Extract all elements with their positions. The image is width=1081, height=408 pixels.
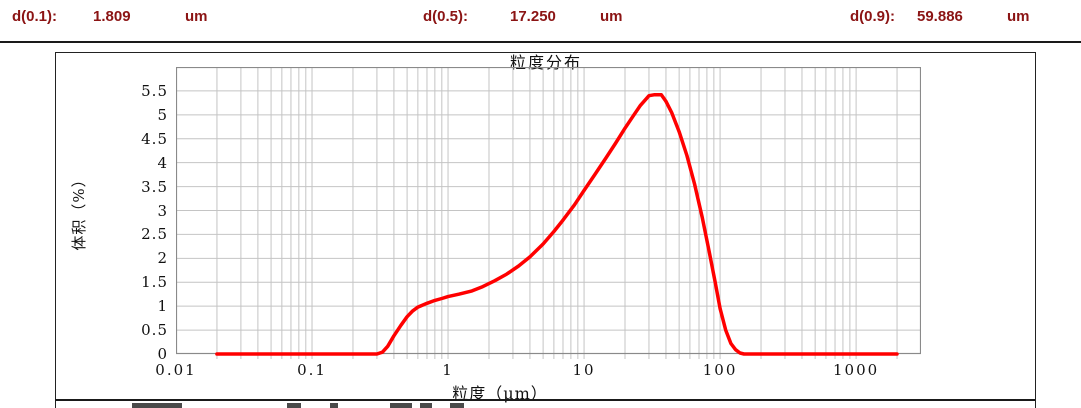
clipped-text-fragment (132, 403, 182, 408)
y-tick-label: 5 (157, 105, 168, 124)
y-tick-label: 4.5 (141, 129, 168, 148)
table-divider (55, 399, 1035, 401)
y-tick-label: 3.5 (141, 177, 168, 196)
d50-unit: um (600, 8, 623, 25)
d10-label: d(0.1): (12, 8, 57, 25)
clipped-text-fragment (450, 403, 464, 408)
x-tick-label: 100 (702, 361, 738, 379)
y-tick-label: 2 (157, 249, 168, 268)
y-tick-label: 1.5 (141, 273, 168, 292)
y-tick-label: 0.5 (141, 321, 168, 340)
header-divider (0, 41, 1081, 43)
chart-frame (55, 52, 1036, 408)
y-tick-label: 1 (157, 297, 168, 316)
y-tick-label: 2.5 (141, 225, 168, 244)
x-tick-label: 0.1 (297, 361, 327, 379)
y-tick-label: 3 (157, 201, 168, 220)
x-tick-label: 10 (572, 361, 596, 379)
x-tick-label: 0.01 (155, 361, 197, 379)
clipped-text-fragment (420, 403, 432, 408)
y-tick-label: 4 (157, 153, 168, 172)
clipped-text-fragment (330, 403, 338, 408)
clipped-text-fragment (287, 403, 301, 408)
x-tick-label: 1000 (833, 361, 880, 379)
plot-area (175, 66, 922, 360)
y-tick-label: 5.5 (141, 81, 168, 100)
d90-label: d(0.9): (850, 8, 895, 25)
x-axis-title: 粒度（μm） (452, 384, 548, 403)
d90-value: 59.886 (917, 8, 963, 25)
y-tick-label: 0 (157, 345, 168, 363)
d10-value: 1.809 (93, 8, 131, 25)
d10-unit: um (185, 8, 208, 25)
x-tick-label: 1 (442, 361, 454, 379)
distribution-curve-plot (175, 66, 922, 359)
d90-unit: um (1007, 8, 1030, 25)
clipped-text-fragment (390, 403, 412, 408)
d50-value: 17.250 (510, 8, 556, 25)
d50-label: d(0.5): (423, 8, 468, 25)
